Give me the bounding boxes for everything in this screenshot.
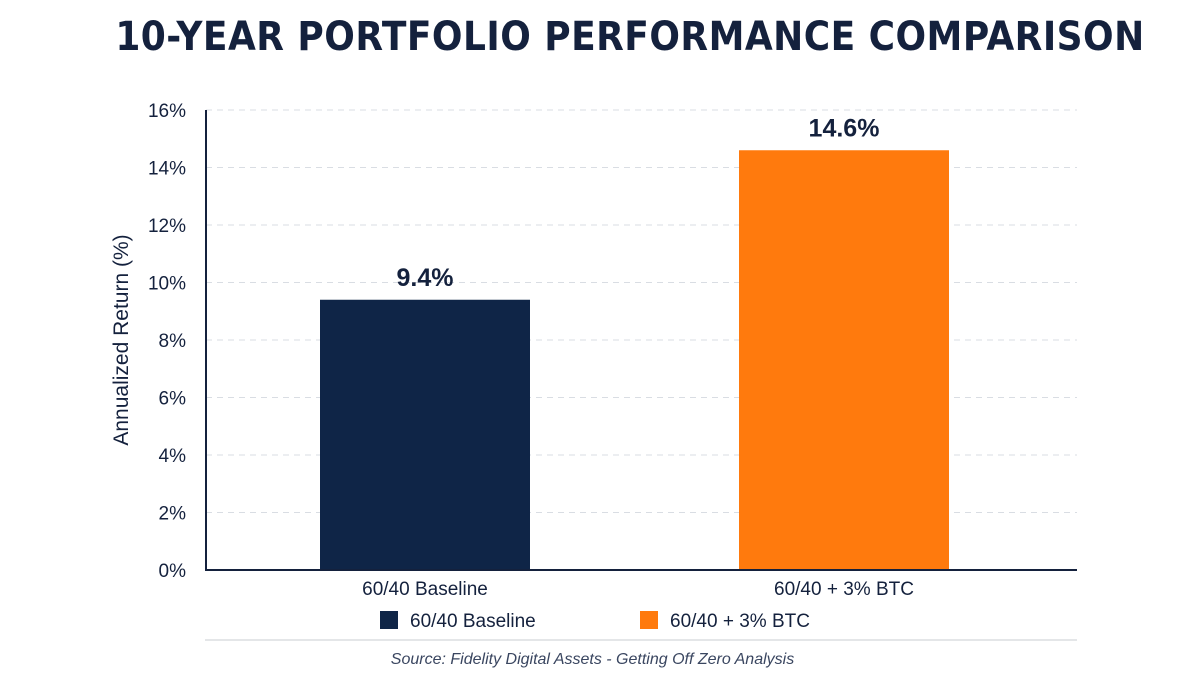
legend-label-2: 60/40 + 3% BTC <box>670 611 810 632</box>
bar-value-label-1: 9.4% <box>397 264 454 292</box>
chart-title: 10-YEAR PORTFOLIO PERFORMANCE COMPARISON <box>115 14 1145 60</box>
bar-value-label-2: 14.6% <box>809 114 880 142</box>
x-tick-label-2: 60/40 + 3% BTC <box>774 579 914 600</box>
legend: 60/40 Baseline 60/40 + 3% BTC <box>380 611 810 632</box>
y-tick-label-2: 2% <box>159 504 187 525</box>
legend-swatch-1 <box>380 611 398 629</box>
source-note: Source: Fidelity Digital Assets - Gettin… <box>390 651 795 668</box>
bars: 9.4% 14.6% <box>320 114 949 570</box>
legend-swatch-2 <box>640 611 658 629</box>
y-axis-label: Annualized Return (%) <box>110 234 133 445</box>
bar-1 <box>320 299 530 570</box>
y-tick-label-4: 4% <box>159 446 187 467</box>
x-axis-ticks: 60/40 Baseline 60/40 + 3% BTC <box>362 579 914 600</box>
legend-label-1: 60/40 Baseline <box>410 611 536 632</box>
y-axis-ticks: 0% 2% 4% 6% 8% 10% 12% 14% 16% <box>148 101 186 582</box>
x-tick-label-1: 60/40 Baseline <box>362 579 488 600</box>
y-tick-label-6: 6% <box>159 389 187 410</box>
y-tick-label-0: 0% <box>159 561 187 582</box>
y-tick-label-12: 12% <box>148 216 186 237</box>
y-tick-label-16: 16% <box>148 101 186 122</box>
y-tick-label-10: 10% <box>148 274 186 295</box>
y-tick-label-14: 14% <box>148 159 186 180</box>
bar-2 <box>739 150 949 570</box>
y-tick-label-8: 8% <box>159 331 187 352</box>
